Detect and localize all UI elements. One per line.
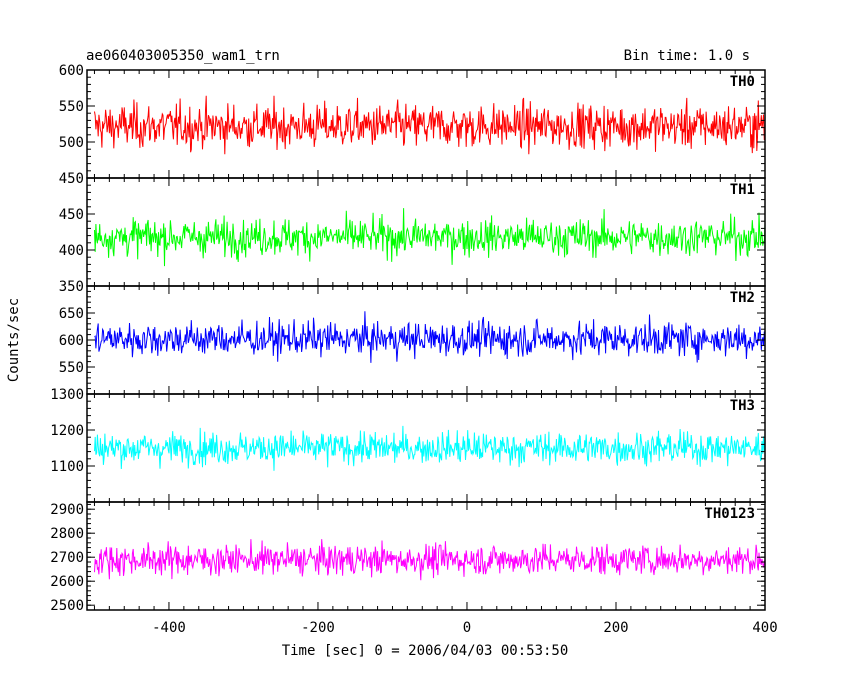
panel-frame: [86, 501, 766, 611]
y-tick-label: 2500: [50, 598, 84, 614]
series-th0-line: [94, 95, 765, 155]
panel-th2: 550 600 650 TH2: [59, 285, 766, 395]
series-label-th1: TH1: [730, 182, 755, 198]
bin-time-label: Bin time: 1.0 s: [624, 48, 750, 64]
panel-th0: 450 500 550 600 TH0: [59, 63, 766, 187]
x-axis-label: Time [sec] 0 = 2006/04/03 00:53:50: [282, 643, 569, 659]
x-tick-label: -200: [301, 620, 335, 636]
y-tick-label: 500: [59, 135, 84, 151]
x-tick-label: 200: [603, 620, 628, 636]
x-tick-label: -400: [152, 620, 186, 636]
series-label-th2: TH2: [730, 290, 755, 306]
series-th1-line: [94, 208, 765, 267]
y-tick-label: 350: [59, 279, 84, 295]
series-label-th0: TH0: [730, 74, 755, 90]
panel-th1: 350 400 450 TH1: [59, 177, 766, 295]
y-tick-label: 2600: [50, 574, 84, 590]
x-tick-label: 0: [463, 620, 471, 636]
series-label-th3: TH3: [730, 398, 755, 414]
y-tick-label: 550: [59, 360, 84, 376]
series-label-th0123: TH0123: [704, 506, 755, 522]
y-tick-label: 550: [59, 99, 84, 115]
y-tick-label: 1200: [50, 423, 84, 439]
chart-title: ae060403005350_wam1_trn: [86, 48, 280, 64]
panel-th3: 1100 1200 1300 TH3: [50, 387, 766, 503]
y-tick-label: 1300: [50, 387, 84, 403]
x-tick-label: 400: [752, 620, 777, 636]
y-tick-label: 600: [59, 333, 84, 349]
series-th0123-line: [94, 539, 765, 581]
y-tick-label: 450: [59, 171, 84, 187]
y-tick-label: 2800: [50, 526, 84, 542]
panels: 450 500 550 600 TH0 350 400 450 TH1 550 600 650 TH2 1…: [50, 63, 766, 614]
x-axis-ticks: -400 -200 0 200 400: [152, 620, 778, 636]
y-tick-label: 400: [59, 243, 84, 259]
y-tick-label: 2900: [50, 502, 84, 518]
series-th3-line: [94, 425, 765, 471]
panel-th0123: 2500 2600 2700 2800 2900 TH0123: [50, 501, 766, 614]
y-tick-label: 1100: [50, 459, 84, 475]
y-axis-label: Counts/sec: [6, 298, 22, 382]
y-tick-label: 650: [59, 306, 84, 322]
y-tick-label: 600: [59, 63, 84, 79]
series-th2-line: [94, 311, 765, 363]
y-tick-label: 2700: [50, 550, 84, 566]
y-tick-label: 450: [59, 207, 84, 223]
